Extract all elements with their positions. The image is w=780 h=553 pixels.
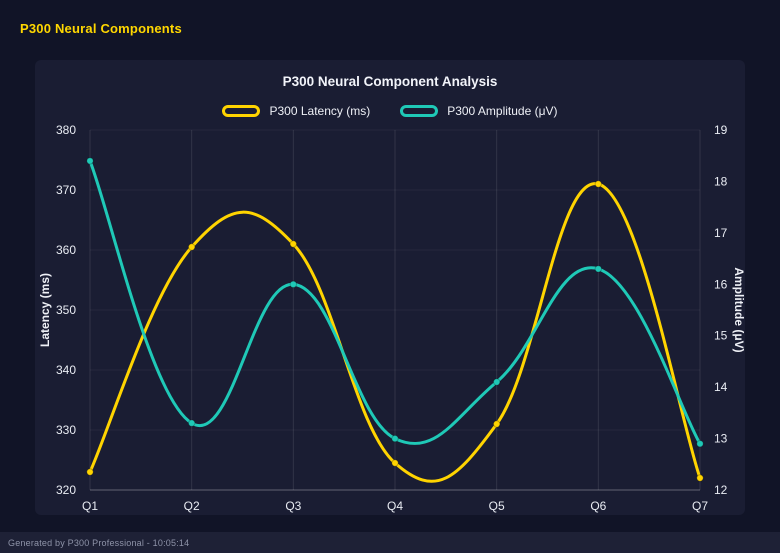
svg-text:19: 19 xyxy=(714,125,728,137)
amplitude-series-label: P300 Amplitude (μV) xyxy=(447,104,558,118)
chart-legend: P300 Latency (ms) P300 Amplitude (μV) xyxy=(35,104,745,118)
latency-series-label: P300 Latency (ms) xyxy=(269,104,371,118)
legend-item-amplitude[interactable]: P300 Amplitude (μV) xyxy=(400,104,558,118)
svg-text:14: 14 xyxy=(714,380,728,394)
chart-panel: P300 Neural Component Analysis P300 Late… xyxy=(35,60,745,515)
svg-text:370: 370 xyxy=(56,183,76,197)
svg-text:12: 12 xyxy=(714,483,728,497)
latency-series-swatch xyxy=(222,105,261,117)
svg-text:15: 15 xyxy=(714,329,728,343)
svg-text:320: 320 xyxy=(56,483,76,497)
svg-text:17: 17 xyxy=(714,226,728,240)
legend-item-latency[interactable]: P300 Latency (ms) xyxy=(222,104,370,118)
svg-text:340: 340 xyxy=(56,363,76,377)
chart-canvas: 320 330 340 350 360 370 380 12 13 14 15 16 17 18 19 Q1 Q… xyxy=(38,125,745,513)
status-bar: Generated by P300 Professional - 10:05:1… xyxy=(0,532,780,553)
svg-text:Amplitude (μV): Amplitude (μV) xyxy=(732,267,745,352)
svg-text:Q6: Q6 xyxy=(590,499,606,513)
svg-text:Q2: Q2 xyxy=(184,499,200,513)
chart-title: P300 Neural Component Analysis xyxy=(282,74,498,89)
svg-text:Q5: Q5 xyxy=(489,499,505,513)
status-text: Generated by P300 Professional - 10:05:1… xyxy=(8,537,190,548)
svg-text:Q3: Q3 xyxy=(285,499,301,513)
svg-text:380: 380 xyxy=(56,125,76,137)
svg-text:Q1: Q1 xyxy=(82,499,98,513)
svg-text:Q4: Q4 xyxy=(387,499,403,513)
svg-text:360: 360 xyxy=(56,243,76,257)
svg-text:Q7: Q7 xyxy=(692,499,708,513)
svg-text:13: 13 xyxy=(714,432,728,446)
svg-text:16: 16 xyxy=(714,277,728,291)
svg-text:350: 350 xyxy=(56,303,76,317)
amplitude-series-swatch xyxy=(400,105,439,117)
svg-text:Latency (ms): Latency (ms) xyxy=(38,273,52,347)
svg-text:18: 18 xyxy=(714,174,728,188)
page-title: P300 Neural Components xyxy=(20,21,182,36)
svg-text:330: 330 xyxy=(56,423,76,437)
